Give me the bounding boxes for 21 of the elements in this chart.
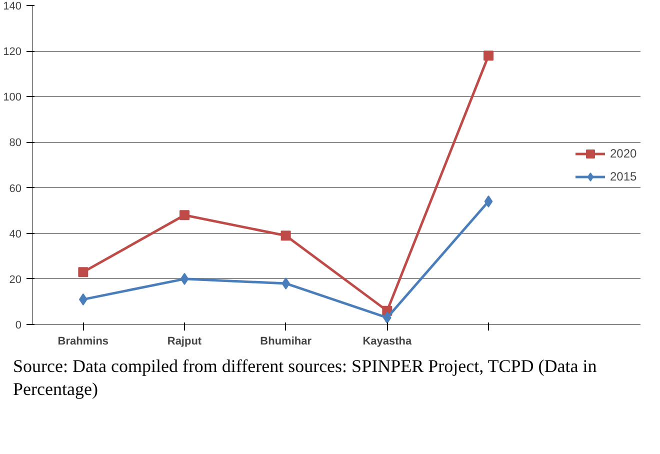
y-tick-label: 60 xyxy=(9,182,22,195)
legend-label: 2020 xyxy=(610,146,638,160)
x-tick-label: Bhumihar xyxy=(260,336,312,348)
y-tick-label: 120 xyxy=(3,46,22,58)
y-tick-label: 100 xyxy=(3,92,22,104)
source-note: Source: Data compiled from different sources: SPINPER Project, TCPD (Data in Percentage) xyxy=(13,355,598,400)
point xyxy=(78,267,88,278)
point xyxy=(180,210,190,220)
y-tick-label: 140 xyxy=(3,0,22,12)
y-tick-label: 80 xyxy=(9,137,22,150)
x-tick-label: Brahmins xyxy=(58,336,109,348)
point xyxy=(484,50,494,61)
y-tick-label: 20 xyxy=(9,274,22,286)
x-tick-label: Rajput xyxy=(167,336,202,348)
point xyxy=(280,230,291,241)
legend-label: 2015 xyxy=(610,169,638,183)
y-tick-label: 0 xyxy=(15,320,22,332)
y-tick-label: 40 xyxy=(9,228,22,240)
point xyxy=(484,195,493,208)
x-tick-label: Kayastha xyxy=(362,336,413,348)
point xyxy=(180,272,189,285)
